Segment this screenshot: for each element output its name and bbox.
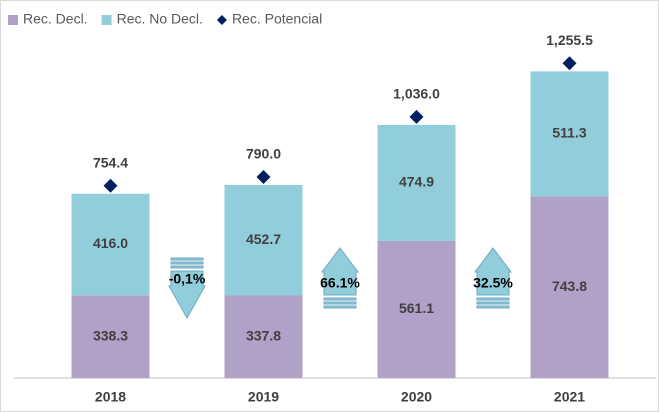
value-label: 561.1	[399, 300, 434, 316]
x-tick-label: 2021	[554, 389, 585, 405]
bar-segment	[377, 240, 456, 378]
arrow-stripe	[170, 265, 204, 269]
potential-marker	[256, 170, 271, 185]
value-label: 452.7	[246, 231, 281, 247]
annotation: 32.5%	[473, 275, 513, 291]
legend-label: Rec. Decl.	[23, 11, 88, 27]
value-label: 743.8	[552, 278, 587, 294]
potential-marker	[562, 56, 577, 71]
arrow-stripe	[323, 301, 357, 305]
value-label: 790.0	[246, 146, 281, 162]
legend-marker	[216, 15, 227, 25]
arrow-stripe	[170, 257, 204, 261]
value-label: 754.4	[93, 154, 128, 170]
bar-segment	[71, 193, 150, 296]
bar-segment	[530, 196, 609, 378]
arrow-stripe	[476, 297, 510, 301]
arrow-stripe	[323, 297, 357, 301]
value-label: 337.8	[246, 327, 281, 343]
arrow-stripe	[476, 305, 510, 309]
annotation: 66.1%	[320, 275, 360, 291]
bar-segment	[71, 295, 150, 378]
bar-segment	[224, 295, 303, 378]
value-label: 416.0	[93, 235, 128, 251]
arrow-up	[321, 247, 359, 296]
bar-segment	[224, 184, 303, 296]
arrow-up	[474, 247, 512, 296]
legend-label: Rec. No Decl.	[117, 11, 203, 27]
arrow-stripe	[323, 305, 357, 309]
legend-swatch	[8, 15, 18, 25]
arrow-down	[168, 270, 206, 320]
potential-marker	[103, 178, 118, 193]
arrow-stripe	[170, 261, 204, 265]
bar-segment	[377, 124, 456, 241]
value-label: 474.9	[399, 174, 434, 190]
x-tick-label: 2019	[248, 389, 279, 405]
value-label: 1,255.5	[546, 32, 593, 48]
x-tick-label: 2020	[401, 389, 432, 405]
legend-label: Rec. Potencial	[232, 11, 322, 27]
x-tick-label: 2018	[95, 389, 126, 405]
legend-swatch	[101, 15, 112, 25]
bar-segment	[530, 71, 609, 197]
annotation: -0,1%	[169, 271, 206, 287]
value-label: 1,036.0	[393, 86, 440, 102]
value-label: 511.3	[552, 125, 586, 141]
potential-marker	[409, 109, 424, 124]
arrow-stripe	[476, 301, 510, 305]
value-label: 338.3	[93, 327, 128, 343]
